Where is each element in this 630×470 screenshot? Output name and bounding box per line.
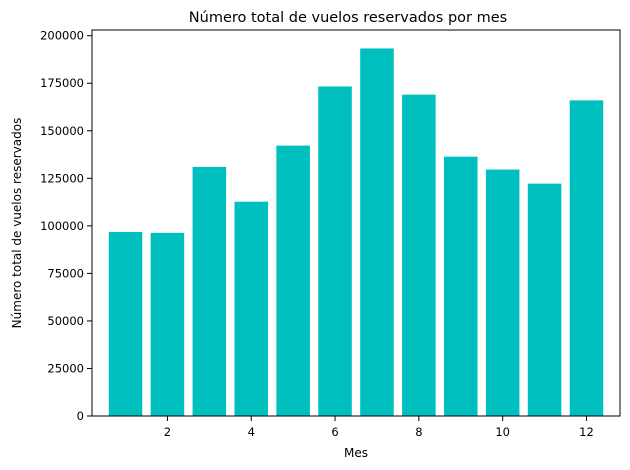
x-tick-label: 12	[579, 425, 594, 439]
bar-month-8	[402, 94, 436, 417]
bars-group	[108, 48, 604, 417]
bar-month-4	[234, 201, 268, 416]
y-axis-label: Número total de vuelos reservados	[10, 118, 24, 329]
y-tick-label: 75000	[47, 266, 84, 280]
y-tick-label: 25000	[47, 361, 84, 375]
bar-month-10	[485, 169, 520, 416]
x-ticks-group: 2 4 6 8 10 12	[164, 416, 594, 439]
x-tick-label: 2	[164, 425, 171, 439]
y-tick-label: 175000	[40, 76, 84, 90]
bar-month-7	[360, 48, 394, 416]
y-tick-label: 100000	[40, 219, 84, 233]
bar-month-3	[192, 166, 227, 416]
bar-month-12	[569, 100, 604, 417]
y-tick-label: 50000	[47, 314, 84, 328]
bar-month-9	[444, 156, 478, 416]
y-tick-label: 150000	[40, 124, 84, 138]
x-tick-label: 4	[248, 425, 255, 439]
x-axis-label: Mes	[344, 446, 368, 460]
y-tick-label: 200000	[40, 29, 84, 43]
y-ticks-group: 0 25000 50000 75000 100000 125000 150000 175000…	[40, 29, 92, 423]
y-tick-label: 125000	[40, 171, 84, 185]
bar-month-5	[276, 145, 310, 416]
bar-month-1	[108, 231, 143, 416]
bar-month-11	[527, 183, 562, 416]
x-tick-label: 10	[495, 425, 510, 439]
chart-title: Número total de vuelos reservados por me…	[189, 10, 507, 26]
x-tick-label: 8	[415, 425, 422, 439]
plot-frame	[91, 29, 621, 417]
bar-month-6	[318, 86, 352, 417]
bar-month-2	[150, 232, 185, 416]
y-tick-label: 0	[77, 409, 84, 423]
x-tick-label: 6	[331, 425, 338, 439]
